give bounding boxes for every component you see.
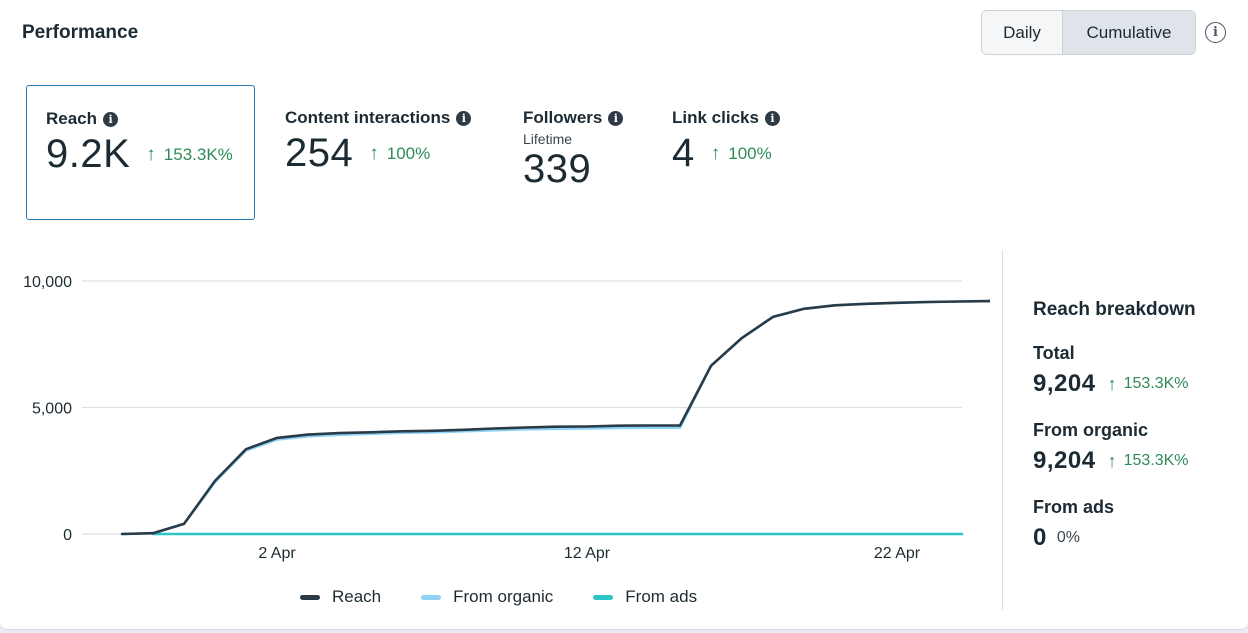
legend-label: Reach xyxy=(332,587,382,606)
legend-item-organic[interactable]: From organic xyxy=(421,587,553,607)
y-tick-label: 10,000 xyxy=(23,274,72,291)
y-tick-label: 0 xyxy=(63,527,72,544)
legend-item-reach[interactable]: Reach xyxy=(300,587,381,607)
breakdown-change-total: ↑ 153.3K% xyxy=(1108,374,1189,395)
breakdown-label-ads: From ads xyxy=(1033,497,1115,517)
metric-value: 339 xyxy=(523,147,592,191)
chart-legend: Reach From organic From ads xyxy=(300,587,737,607)
metric-change-value: 153.3K% xyxy=(163,144,233,164)
arrow-up-icon: ↑ xyxy=(1107,450,1117,471)
metric-change: ↑ 153.3K% xyxy=(146,144,233,166)
x-tick-label: 12 Apr xyxy=(564,545,611,562)
legend-label: From ads xyxy=(625,587,698,606)
metric-value: 4 xyxy=(672,131,695,175)
arrow-up-icon: ↑ xyxy=(146,143,156,165)
metric-label-text: Content interactions xyxy=(285,108,451,127)
breakdown-change-value: 153.3K% xyxy=(1123,375,1189,392)
metric-label-text: Reach xyxy=(46,109,98,128)
metric-label: Followers i xyxy=(523,108,624,128)
metric-change: ↑ 100% xyxy=(711,143,772,165)
x-tick-label: 22 Apr xyxy=(874,545,921,562)
arrow-up-icon: ↑ xyxy=(369,142,379,164)
legend-swatch xyxy=(593,594,614,600)
info-icon[interactable]: i xyxy=(764,110,780,126)
metric-card-reach[interactable]: Reach i 9.2K ↑ 153.3K% xyxy=(26,85,255,220)
daily-button[interactable]: Daily xyxy=(982,11,1063,54)
info-icon[interactable]: i xyxy=(103,111,119,127)
metric-label-text: Followers xyxy=(523,108,603,127)
metric-change-value: 100% xyxy=(386,143,431,163)
metric-card-link-clicks[interactable]: Link clicks i 4 ↑ 100% xyxy=(672,108,780,176)
cumulative-button[interactable]: Cumulative xyxy=(1063,11,1195,54)
breakdown-title: Reach breakdown xyxy=(1033,299,1196,320)
series-line-reach xyxy=(120,299,990,536)
breakdown-label-organic: From organic xyxy=(1033,420,1149,440)
series-line-organic xyxy=(120,299,990,536)
metric-label: Content interactions i xyxy=(285,108,472,128)
reach-line-chart: 10,000 5,000 0 2 Apr 12 Apr 22 Apr xyxy=(23,274,990,562)
metric-label: Reach i xyxy=(46,109,233,129)
info-icon[interactable]: i xyxy=(456,110,472,126)
legend-swatch xyxy=(300,594,320,600)
breakdown-label-total: Total xyxy=(1033,343,1075,363)
breakdown-change-value: 153.3K% xyxy=(1123,452,1189,469)
info-icon[interactable]: i xyxy=(608,110,624,126)
metric-label-text: Link clicks xyxy=(672,108,759,127)
reach-breakdown: Reach breakdown Total 9,204 ↑ 153.3K% Fr… xyxy=(1033,299,1233,574)
y-tick-label: 5,000 xyxy=(32,401,72,418)
view-toggle: Daily Cumulative xyxy=(981,10,1196,55)
metric-value: 9.2K xyxy=(46,132,131,176)
breakdown-value-total: 9,204 xyxy=(1033,370,1096,397)
metric-card-content-interactions[interactable]: Content interactions i 254 ↑ 100% xyxy=(285,108,472,176)
legend-label: From organic xyxy=(453,587,554,606)
x-tick-label: 2 Apr xyxy=(258,545,296,562)
page-title: Performance xyxy=(22,22,139,43)
breakdown-change-organic: ↑ 153.3K% xyxy=(1108,451,1189,472)
metric-label: Link clicks i xyxy=(672,108,780,128)
arrow-up-icon: ↑ xyxy=(710,142,721,164)
metric-value: 254 xyxy=(285,131,354,175)
metric-sublabel: Lifetime xyxy=(523,131,573,147)
metric-change: ↑ 100% xyxy=(369,143,430,165)
arrow-up-icon: ↑ xyxy=(1107,373,1117,394)
breakdown-change-ads: 0% xyxy=(1056,529,1080,546)
divider xyxy=(1002,250,1003,610)
legend-swatch xyxy=(421,594,442,600)
breakdown-value-organic: 9,204 xyxy=(1033,447,1096,474)
breakdown-value-ads: 0 xyxy=(1033,524,1047,551)
info-icon[interactable]: i xyxy=(1205,22,1226,43)
metric-change-value: 100% xyxy=(728,143,772,163)
metric-card-followers[interactable]: Followers i Lifetime 339 xyxy=(523,108,624,192)
legend-item-ads[interactable]: From ads xyxy=(593,587,697,607)
